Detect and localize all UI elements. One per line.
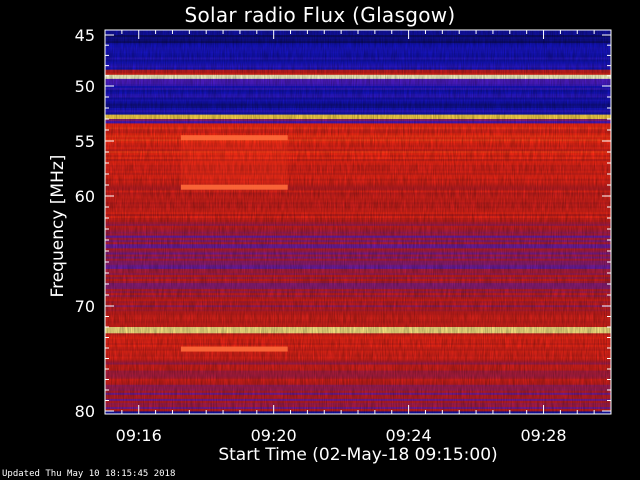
axes: 45 50 55 60 70 80 09:16 09:20 09:24 09:28	[75, 26, 612, 445]
x-tick-label: 09:20	[251, 426, 297, 445]
y-tick-label: 80	[75, 402, 95, 421]
updated-timestamp: Updated Thu May 10 18:15:45 2018	[2, 469, 176, 479]
x-tick-label: 09:28	[520, 426, 566, 445]
emission-line	[180, 184, 288, 190]
x-axis-label: Start Time (02-May-18 09:15:00)	[218, 445, 498, 465]
y-tick-label: 60	[75, 187, 95, 206]
heatmap-noise	[105, 30, 611, 414]
y-tick-label: 50	[75, 77, 95, 96]
heatmap-features	[180, 135, 288, 352]
y-axis-label: Frequency [MHz]	[48, 154, 68, 298]
enhanced-region	[180, 135, 288, 191]
heatmap-area	[105, 30, 611, 414]
x-tick-label: 09:24	[386, 426, 432, 445]
y-tick-label: 70	[75, 297, 95, 316]
y-tick-label: 55	[75, 132, 95, 151]
chart-title: Solar radio Flux (Glasgow)	[184, 3, 456, 27]
emission-line	[180, 135, 288, 141]
emission-line	[180, 346, 288, 352]
x-tick-label: 09:16	[116, 426, 162, 445]
y-tick-label: 45	[75, 26, 95, 45]
